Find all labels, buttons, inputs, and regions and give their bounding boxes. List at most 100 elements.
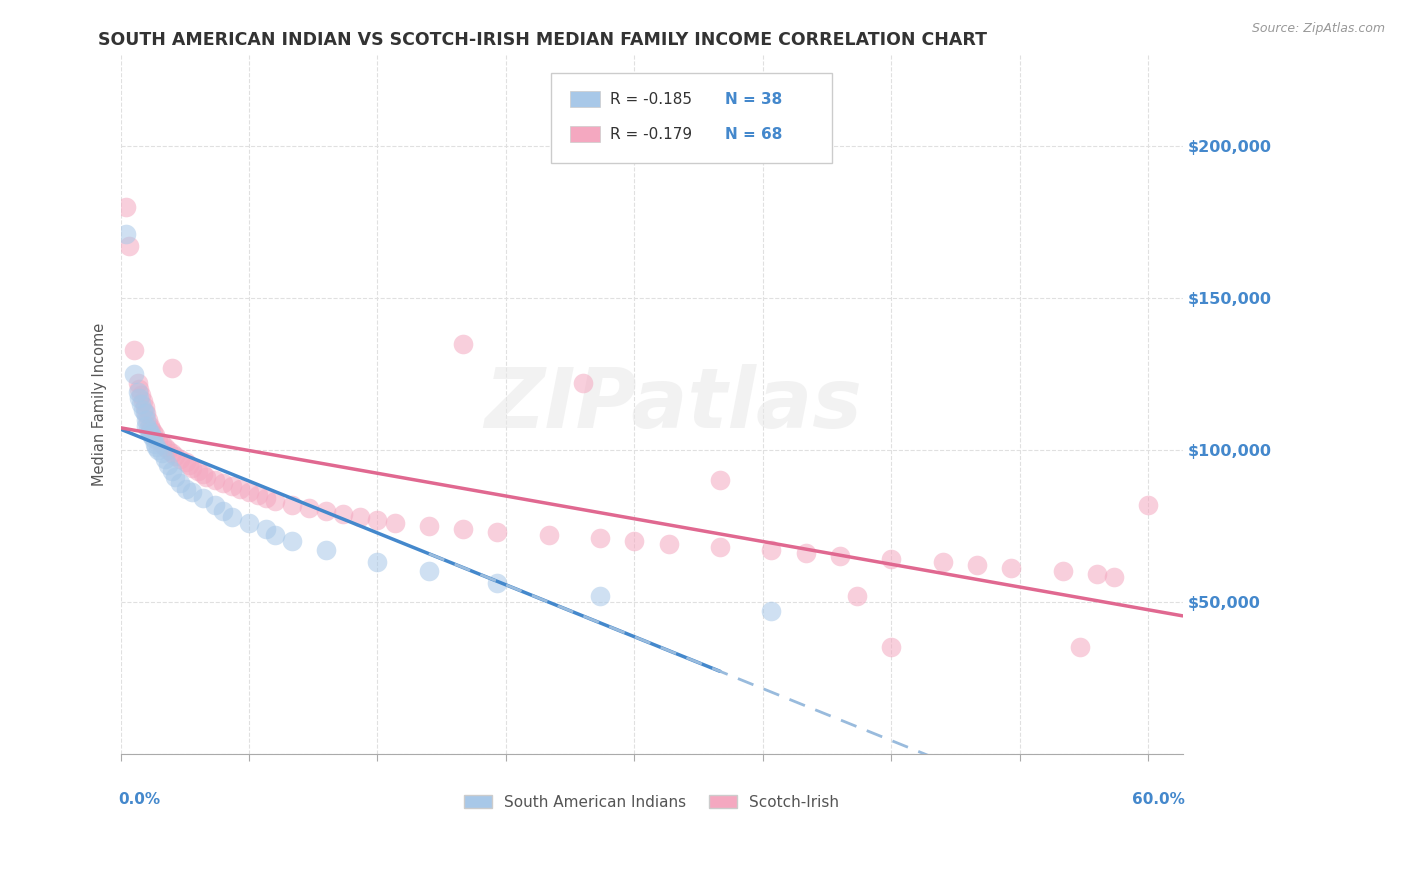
Point — [153, 440, 176, 454]
Point — [150, 446, 173, 460]
Point — [846, 589, 869, 603]
Point — [127, 385, 149, 400]
Point — [150, 437, 173, 451]
Text: ZIPatlas: ZIPatlas — [484, 364, 862, 445]
Point — [135, 412, 157, 426]
Point — [169, 476, 191, 491]
Point — [238, 516, 260, 530]
Point — [623, 533, 645, 548]
Point — [1000, 561, 1022, 575]
Point — [181, 485, 204, 500]
Point — [157, 442, 180, 457]
Point — [828, 549, 851, 563]
Point — [315, 503, 337, 517]
Point — [148, 434, 170, 448]
Point — [136, 422, 159, 436]
Point — [136, 412, 159, 426]
Point — [254, 491, 277, 506]
Point — [1052, 565, 1074, 579]
Text: N = 68: N = 68 — [725, 127, 782, 142]
Point — [157, 458, 180, 472]
Point — [880, 552, 903, 566]
Bar — [569, 91, 599, 107]
Point — [160, 446, 183, 460]
Point — [263, 528, 285, 542]
Point — [761, 604, 783, 618]
Point — [1137, 498, 1160, 512]
Text: R = -0.179: R = -0.179 — [610, 127, 692, 142]
Point — [658, 537, 681, 551]
Point — [122, 343, 145, 357]
Point — [132, 403, 155, 417]
Y-axis label: Median Family Income: Median Family Income — [93, 323, 107, 486]
Point — [129, 397, 152, 411]
Point — [204, 498, 226, 512]
Point — [177, 458, 200, 472]
Point — [332, 507, 354, 521]
Point — [160, 360, 183, 375]
Point — [142, 425, 165, 439]
Point — [212, 503, 235, 517]
Point — [191, 467, 214, 482]
Point — [589, 589, 612, 603]
Point — [451, 522, 474, 536]
Point — [134, 401, 156, 415]
Point — [134, 406, 156, 420]
Point — [160, 464, 183, 478]
Point — [191, 491, 214, 506]
Point — [141, 422, 163, 436]
Point — [366, 555, 388, 569]
Point — [114, 227, 136, 242]
Point — [281, 533, 304, 548]
Point — [129, 388, 152, 402]
Point — [1102, 570, 1125, 584]
Point — [281, 498, 304, 512]
Point — [589, 531, 612, 545]
Point — [135, 418, 157, 433]
Point — [794, 546, 817, 560]
Point — [254, 522, 277, 536]
Point — [384, 516, 406, 530]
Text: N = 38: N = 38 — [725, 92, 782, 107]
Point — [709, 540, 731, 554]
Point — [135, 406, 157, 420]
Point — [932, 555, 955, 569]
Point — [880, 640, 903, 655]
Point — [132, 394, 155, 409]
Text: R = -0.185: R = -0.185 — [610, 92, 692, 107]
Point — [212, 476, 235, 491]
Text: Source: ZipAtlas.com: Source: ZipAtlas.com — [1251, 22, 1385, 36]
Point — [486, 576, 509, 591]
Point — [537, 528, 560, 542]
Point — [1069, 640, 1091, 655]
Point — [349, 509, 371, 524]
Point — [761, 543, 783, 558]
Point — [174, 455, 197, 469]
Point — [572, 376, 595, 390]
Point — [187, 464, 209, 478]
Point — [143, 427, 166, 442]
Point — [366, 513, 388, 527]
Point — [298, 500, 321, 515]
Point — [145, 440, 167, 454]
Point — [204, 473, 226, 487]
Point — [165, 449, 187, 463]
Point — [148, 442, 170, 457]
Point — [138, 425, 160, 439]
Text: 0.0%: 0.0% — [118, 792, 160, 806]
Point — [221, 509, 243, 524]
Point — [174, 483, 197, 497]
Point — [141, 427, 163, 442]
Point — [122, 367, 145, 381]
Point — [127, 376, 149, 390]
Point — [966, 558, 988, 573]
Point — [142, 431, 165, 445]
Text: 60.0%: 60.0% — [1132, 792, 1185, 806]
Point — [229, 483, 252, 497]
Point — [165, 470, 187, 484]
Point — [118, 239, 141, 253]
Text: SOUTH AMERICAN INDIAN VS SCOTCH-IRISH MEDIAN FAMILY INCOME CORRELATION CHART: SOUTH AMERICAN INDIAN VS SCOTCH-IRISH ME… — [98, 31, 987, 49]
Point — [143, 437, 166, 451]
Point — [181, 461, 204, 475]
Legend: South American Indians, Scotch-Irish: South American Indians, Scotch-Irish — [458, 789, 845, 815]
